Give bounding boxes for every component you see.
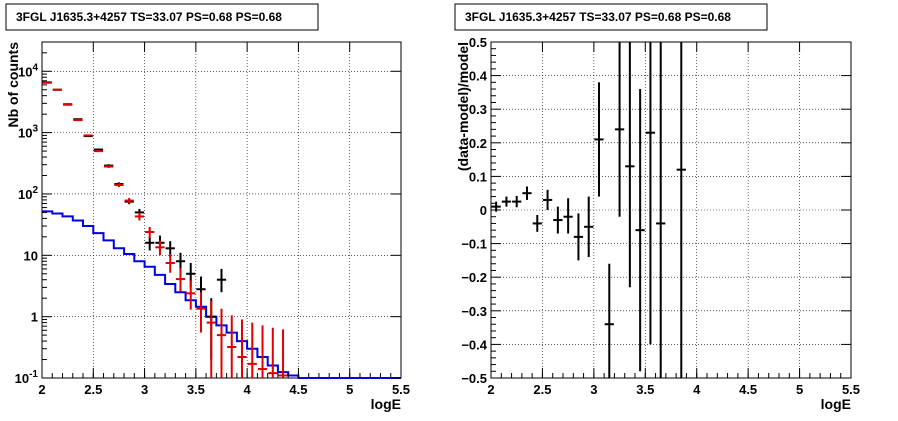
right-y-tick-label: 0.2 (469, 136, 487, 151)
right-panel: 2 2.5 3 3.5 4 4.5 5 5.5 −0.5 −0.4 −0.3 −0.2 −0.1 0 0.1… (454, 3, 860, 412)
right-x-tick-label: 5.5 (842, 382, 860, 397)
right-y-tick-label: 0.5 (469, 35, 487, 50)
left-y-tick-label: 1 (31, 310, 38, 325)
right-x-tick-label: 4 (693, 382, 701, 397)
right-xlabel: logE (821, 396, 851, 412)
right-y-tick-label: −0.1 (461, 237, 487, 252)
left-y-tick-label: 102 (18, 185, 38, 202)
left-ylabel: Nb of counts (5, 42, 21, 128)
right-y-tick-label: 0.4 (469, 69, 488, 84)
right-y-tick-label: −0.2 (461, 270, 487, 285)
left-marks (42, 81, 401, 379)
right-ylabel: (data-model)/model (455, 42, 471, 171)
right-x-tick-label: 3 (590, 382, 597, 397)
left-y-tick-label: 103 (18, 124, 38, 141)
right-y-tick-label: −0.5 (461, 371, 487, 386)
left-x-tick-label: 5.5 (392, 382, 410, 397)
right-y-tick-label: 0 (480, 203, 487, 218)
left-title: 3FGL J1635.3+4257 TS=33.07 PS=0.68 PS=0.… (16, 10, 282, 24)
left-x-tick-label: 3 (141, 382, 148, 397)
left-y-tick-label: 10 (24, 248, 38, 263)
left-panel: 2 2.5 3 3.5 4 4.5 5 5.5 10-1 1 10 102 103 104 3FGL J1… (5, 3, 410, 412)
left-x-tick-label: 2.5 (84, 382, 102, 397)
right-grid (491, 42, 851, 378)
left-x-tick-label: 5 (346, 382, 353, 397)
left-title-box (5, 3, 319, 31)
right-y-tick-label: −0.3 (461, 304, 487, 319)
left-axes: 2 2.5 3 3.5 4 4.5 5 5.5 10-1 1 10 102 103 104 (15, 41, 410, 397)
left-y-tick-label: 10-1 (15, 369, 39, 386)
left-grid (42, 42, 401, 378)
right-y-tick-label: 0.1 (469, 169, 487, 184)
left-y-tick-label: 104 (18, 62, 38, 79)
right-x-tick-label: 3.5 (636, 382, 654, 397)
right-y-tick-label: 0.3 (469, 102, 487, 117)
left-x-tick-label: 4 (244, 382, 252, 397)
right-axes: 2 2.5 3 3.5 4 4.5 5 5.5 −0.5 −0.4 −0.3 −0.2 −0.1 0 0.1… (461, 35, 860, 397)
right-x-tick-label: 4.5 (739, 382, 757, 397)
right-x-tick-label: 5 (796, 382, 803, 397)
right-title: 3FGL J1635.3+4257 TS=33.07 PS=0.68 PS=0.… (465, 10, 731, 24)
right-title-box (454, 3, 768, 31)
left-xlabel: logE (371, 396, 401, 412)
left-x-tick-label: 2 (38, 382, 45, 397)
right-marks (491, 42, 686, 378)
left-x-tick-label: 3.5 (187, 382, 205, 397)
right-x-tick-label: 2 (487, 382, 494, 397)
right-x-tick-label: 2.5 (533, 382, 551, 397)
right-y-tick-label: −0.4 (461, 337, 487, 352)
left-x-tick-label: 4.5 (289, 382, 307, 397)
